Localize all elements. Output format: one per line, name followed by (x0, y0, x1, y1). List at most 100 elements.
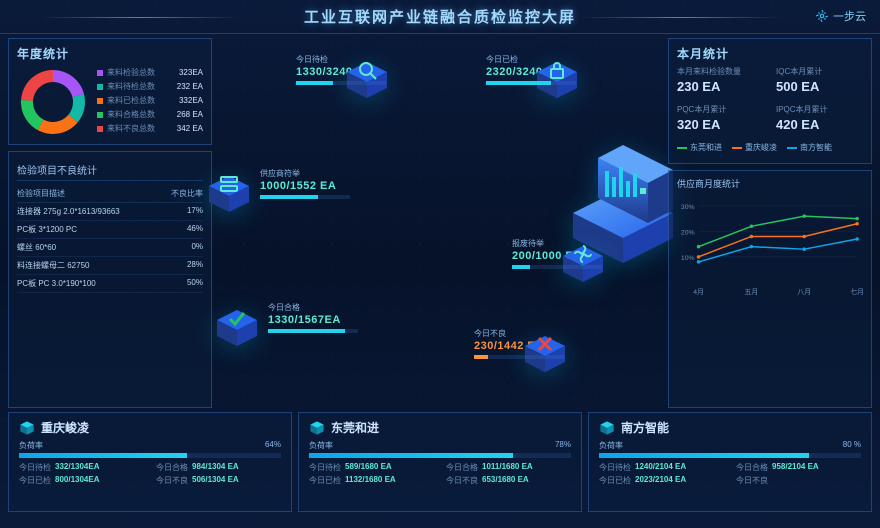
node-mid-left: 供应商符举 1000/1552 EA (260, 168, 350, 199)
card-stat: 今日已检 1132/1680 EA (309, 475, 434, 486)
card-stat: 今日不良 653/1680 EA (446, 475, 571, 486)
cs-label: 今日已检 (309, 475, 341, 486)
table-row[interactable]: PC板 PC 3.0*190*10050% (17, 275, 203, 293)
node-progress (474, 355, 564, 359)
cs-value: 653/1680 EA (482, 475, 529, 486)
th-name: 检验项目描述 (17, 188, 167, 199)
legend-label: 来料检验总数 (107, 67, 175, 78)
node-value: 1000/1552 EA (260, 180, 350, 192)
cs-value: 800/1304EA (55, 475, 99, 486)
stat-block: IPQC本月累计420 EA (776, 104, 863, 132)
cube-icon (309, 420, 325, 436)
table-row[interactable]: PC板 3*1200 PC46% (17, 221, 203, 239)
stat-label: IPQC本月累计 (776, 104, 863, 115)
defect-rate: 50% (167, 278, 203, 289)
card-progress: 负荷率 64% (19, 440, 281, 458)
line-chart-title: 供应商月度统计 (677, 177, 863, 190)
legend-dot (97, 70, 103, 76)
cs-label: 今日合格 (156, 462, 188, 473)
node-progress (486, 81, 576, 85)
prog-pct: 64% (265, 440, 281, 451)
legend-value: 332EA (179, 96, 203, 105)
center-visualization: 今日待检 1330/3240 EA 今日已检 2320/3240 EA (218, 38, 662, 408)
annual-donut-chart (17, 66, 89, 138)
prog-label: 负荷率 (19, 440, 43, 451)
cs-value: 506/1304 EA (192, 475, 239, 486)
defect-rate: 17% (167, 206, 203, 217)
card-title: 东莞和进 (331, 419, 379, 436)
table-row[interactable]: 螺丝 60*600% (17, 239, 203, 257)
node-top-left: 今日待检 1330/3240 EA (248, 54, 386, 85)
month-panel: 本月统计 本月来料检验数量230 EAIQC本月累计500 EAPQC本月累计3… (668, 38, 872, 164)
svg-text:4月: 4月 (693, 288, 704, 296)
node-label: 今日合格 (268, 302, 358, 313)
legend-dot (97, 98, 103, 104)
header: 工业互联网产业链融合质检监控大屏 一步云 (0, 0, 880, 34)
cs-label: 今日已检 (19, 475, 51, 486)
brand-logo[interactable]: 一步云 (815, 8, 866, 24)
svg-text:七月: 七月 (850, 287, 863, 296)
supplier-card[interactable]: 南方智能 负荷率80 % 今日待检1240/2104 EA今日合格958/210… (588, 412, 872, 512)
brand-text: 一步云 (833, 8, 866, 24)
prog-pct: 80 % (843, 440, 861, 451)
legend-item: 来料已检总数 332EA (97, 95, 203, 106)
legend-value: 342 EA (177, 124, 203, 133)
legend-label: 来料待检总数 (107, 81, 173, 92)
cs-label: 今日不良 (446, 475, 478, 486)
prog-label: 负荷率 (309, 440, 333, 451)
defect-title: 检验项目不良统计 (17, 162, 203, 181)
card-stat: 今日待检 332/1304EA (19, 462, 144, 473)
stat-value: 500 EA (776, 79, 863, 94)
defect-name: 连接器 275g 2.0*1613/93663 (17, 206, 167, 217)
legend-label: 来料已检总数 (107, 95, 175, 106)
node-value: 1330/1567EA (268, 314, 358, 326)
cube-icon (599, 420, 615, 436)
supplier-card[interactable]: 重庆峻凌 负荷率64% 今日待检332/1304EA今日合格984/1304 E… (8, 412, 292, 512)
cs-label: 今日待检 (19, 462, 51, 473)
cs-value: 332/1304EA (55, 462, 99, 473)
legend-label: 来料不良总数 (107, 123, 173, 134)
legend-value: 323EA (179, 68, 203, 77)
card-stat: 今日不良 (736, 475, 861, 486)
node-progress (260, 195, 350, 199)
cs-value: 1011/1680 EA (482, 462, 533, 473)
series-legend-item: 南方智能 (787, 142, 832, 153)
card-title: 重庆峻凌 (41, 419, 89, 436)
prog-label: 负荷率 (599, 440, 623, 451)
svg-text:五月: 五月 (745, 288, 759, 296)
cs-label: 今日待检 (599, 462, 631, 473)
stat-label: 本月来料检验数量 (677, 66, 764, 77)
card-title: 南方智能 (621, 419, 669, 436)
defect-table-head: 检验项目描述 不良比率 (17, 185, 203, 203)
node-progress (512, 265, 602, 269)
stat-value: 320 EA (677, 117, 764, 132)
legend-item: 来料待检总数 232 EA (97, 81, 203, 92)
cs-value: 589/1680 EA (345, 462, 392, 473)
svg-text:30%: 30% (681, 204, 695, 211)
table-row[interactable]: 料连接螺母二 6275028% (17, 257, 203, 275)
table-row[interactable]: 连接器 275g 2.0*1613/9366317% (17, 203, 203, 221)
prog-pct: 78% (555, 440, 571, 451)
legend-value: 232 EA (177, 82, 203, 91)
stat-value: 230 EA (677, 79, 764, 94)
cs-label: 今日合格 (446, 462, 478, 473)
cs-value: 2023/2104 EA (635, 475, 686, 486)
stat-block: PQC本月累计320 EA (677, 104, 764, 132)
series-legend-item: 东莞和进 (677, 142, 722, 153)
defect-name: 螺丝 60*60 (17, 242, 167, 253)
legend-item: 来料检验总数 323EA (97, 67, 203, 78)
supplier-card[interactable]: 东莞和进 负荷率78% 今日待检589/1680 EA今日合格1011/1680… (298, 412, 582, 512)
page-title: 工业互联网产业链融合质检监控大屏 (304, 6, 576, 27)
legend-dot (97, 126, 103, 132)
line-chart-panel: 供应商月度统计 10%20%30%4月五月八月七月 (668, 170, 872, 408)
cs-value: 1132/1680 EA (345, 475, 396, 486)
donut-legend: 来料检验总数323EA来料待检总数232 EA来料已检总数332EA来料合格总数… (97, 67, 203, 137)
cs-label: 今日已检 (599, 475, 631, 486)
card-progress: 负荷率 78% (309, 440, 571, 458)
card-stat: 今日待检1240/2104 EA (599, 462, 724, 473)
card-stat: 今日合格 1011/1680 EA (446, 462, 571, 473)
node-progress (268, 329, 358, 333)
defect-panel: 检验项目不良统计 检验项目描述 不良比率 连接器 275g 2.0*1613/9… (8, 151, 212, 408)
cube-icon (19, 420, 35, 436)
stat-label: IQC本月累计 (776, 66, 863, 77)
